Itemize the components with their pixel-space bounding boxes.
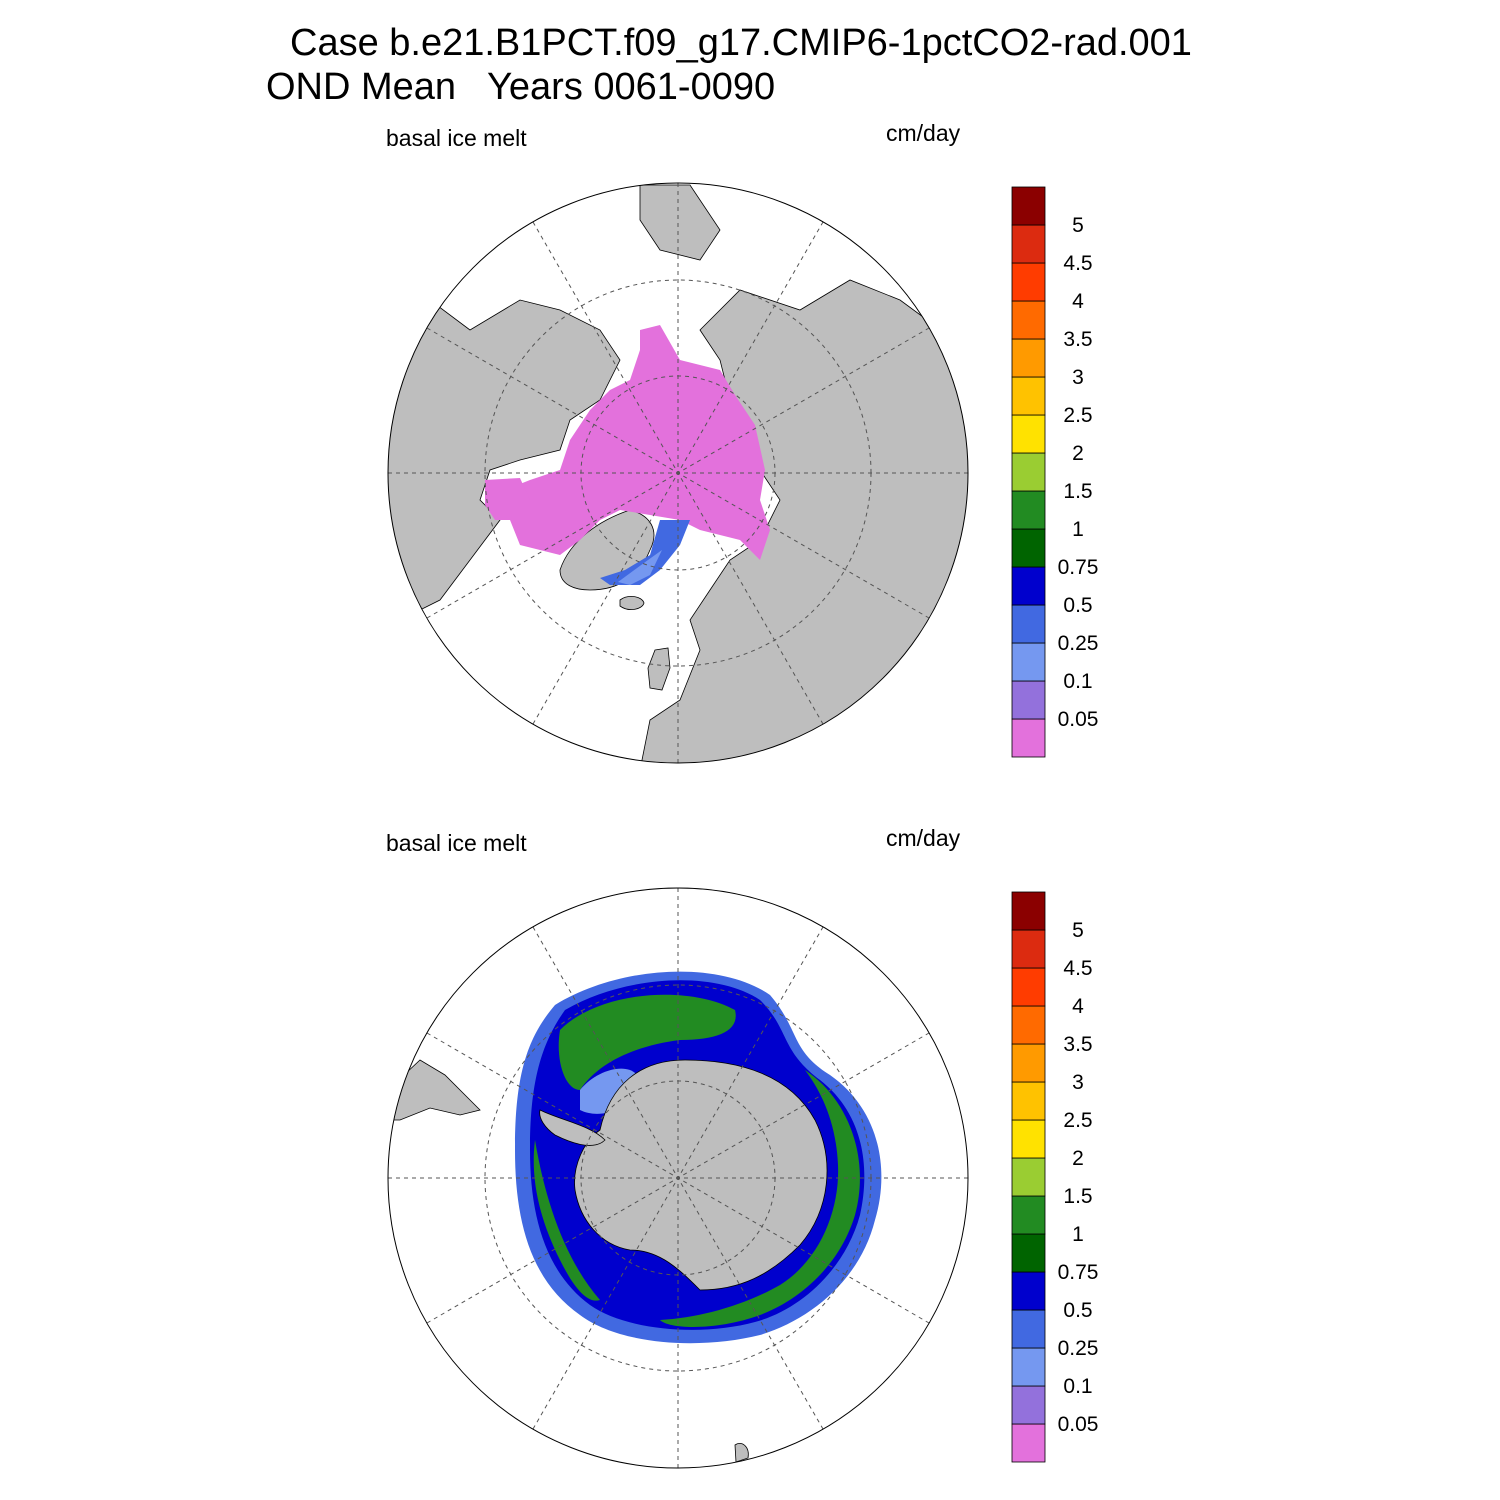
south-colorbar-box bbox=[1011, 1309, 1046, 1349]
south-colorbar-tick-label: 0.75 bbox=[1058, 1261, 1099, 1284]
antarctica-landmass bbox=[574, 1059, 828, 1291]
iceland-landmass bbox=[619, 596, 645, 610]
north-colorbar-box bbox=[1011, 376, 1046, 416]
south-colorbar-box bbox=[1011, 1423, 1046, 1463]
arctic-basin-melt-region bbox=[505, 325, 770, 560]
north-colorbar-tick-label: 2 bbox=[1072, 442, 1084, 465]
north-colorbar-box bbox=[1011, 414, 1046, 454]
south-colorbar-box bbox=[1011, 1271, 1046, 1311]
south-colorbar-tick-label: 3.5 bbox=[1063, 1033, 1092, 1056]
south-colorbar-tick-label: 0.5 bbox=[1063, 1299, 1092, 1322]
south-polar-map bbox=[387, 887, 969, 1469]
south-colorbar-tick-label: 4 bbox=[1072, 995, 1084, 1018]
north-colorbar-tick-label: 0.25 bbox=[1058, 632, 1099, 655]
south-colorbar-tick-label: 0.25 bbox=[1058, 1337, 1099, 1360]
figure-title-line-1: Case b.e21.B1PCT.f09_g17.CMIP6-1pctCO2-r… bbox=[290, 22, 1192, 64]
north-colorbar-box bbox=[1011, 224, 1046, 264]
south-colorbar-tick-label: 4.5 bbox=[1063, 957, 1092, 980]
colorbar-south: 0.05 0.1 0.25 0.5 0.75 1 1.5 2 2.5 3 3.5 4 4.5 5 bbox=[1011, 891, 1099, 1463]
south-colorbar-tick-label: 1.5 bbox=[1063, 1185, 1092, 1208]
south-colorbar-box bbox=[1011, 1233, 1046, 1273]
north-colorbar-tick-label: 3 bbox=[1072, 366, 1084, 389]
africa-tip-landmass bbox=[734, 1442, 749, 1463]
south-colorbar-box bbox=[1011, 1385, 1046, 1425]
north-colorbar-box bbox=[1011, 262, 1046, 302]
east-greenland-melt-streak bbox=[618, 550, 662, 585]
south-graticule bbox=[388, 888, 968, 1468]
south-colorbar-box bbox=[1011, 1119, 1046, 1159]
north-colorbar-tick-label: 0.5 bbox=[1063, 594, 1092, 617]
north-america-landmass bbox=[388, 299, 621, 621]
north-colorbar-box bbox=[1011, 718, 1046, 758]
east-antarctic-green-band bbox=[660, 1070, 860, 1327]
panel-south-left-label: basal ice melt bbox=[386, 830, 527, 856]
weddell-sea-green-melt bbox=[558, 994, 736, 1090]
south-colorbar-tick-label: 0.1 bbox=[1063, 1375, 1092, 1398]
north-colorbar-box bbox=[1011, 452, 1046, 492]
north-colorbar-tick-label: 1.5 bbox=[1063, 480, 1092, 503]
north-colorbar-tick-label: 4.5 bbox=[1063, 252, 1092, 275]
panel-north-left-label: basal ice melt bbox=[386, 125, 527, 151]
south-colorbar-tick-label: 2 bbox=[1072, 1147, 1084, 1170]
north-colorbar-box bbox=[1011, 680, 1046, 720]
south-colorbar-box bbox=[1011, 1347, 1046, 1387]
south-map-border bbox=[387, 887, 969, 1469]
south-colorbar-box bbox=[1011, 1043, 1046, 1083]
south-colorbar-tick-label: 5 bbox=[1072, 919, 1084, 942]
north-colorbar-box bbox=[1011, 186, 1046, 226]
south-colorbar-tick-label: 3 bbox=[1072, 1071, 1084, 1094]
north-colorbar-box bbox=[1011, 300, 1046, 340]
north-colorbar-tick-label: 0.1 bbox=[1063, 670, 1092, 693]
panel-north-units-label: cm/day bbox=[886, 120, 961, 146]
north-graticule bbox=[388, 183, 968, 763]
figure-title-line-2: OND Mean Years 0061-0090 bbox=[266, 66, 776, 108]
south-colorbar-box bbox=[1011, 967, 1046, 1007]
hudson-bay-melt-region bbox=[485, 478, 530, 520]
north-colorbar-box bbox=[1011, 604, 1046, 644]
siberia-extension-landmass bbox=[639, 184, 721, 261]
north-colorbar-tick-label: 0.05 bbox=[1058, 708, 1099, 731]
south-colorbar-tick-label: 2.5 bbox=[1063, 1109, 1092, 1132]
south-colorbar-box bbox=[1011, 1195, 1046, 1235]
colorbar-north: 0.05 0.1 0.25 0.5 0.75 1 1.5 2 2.5 3 3.5 4 4.5 5 bbox=[1011, 186, 1099, 758]
north-colorbar-tick-label: 2.5 bbox=[1063, 404, 1092, 427]
south-colorbar-tick-label: 0.05 bbox=[1058, 1413, 1099, 1436]
fram-strait-melt-region bbox=[600, 520, 690, 585]
north-colorbar-tick-label: 0.75 bbox=[1058, 556, 1099, 579]
north-colorbar-box bbox=[1011, 490, 1046, 530]
north-colorbar-box bbox=[1011, 338, 1046, 378]
north-colorbar-box bbox=[1011, 642, 1046, 682]
british-isles-landmass bbox=[647, 647, 671, 691]
south-colorbar-box bbox=[1011, 891, 1046, 931]
north-colorbar-tick-label: 5 bbox=[1072, 214, 1084, 237]
north-colorbar-tick-label: 4 bbox=[1072, 290, 1084, 313]
south-colorbar-box bbox=[1011, 1157, 1046, 1197]
north-polar-map bbox=[387, 182, 969, 764]
north-colorbar-tick-label: 1 bbox=[1072, 518, 1084, 541]
north-colorbar-box bbox=[1011, 566, 1046, 606]
south-colorbar-tick-label: 1 bbox=[1072, 1223, 1084, 1246]
panel-south-units-label: cm/day bbox=[886, 825, 961, 851]
south-colorbar-box bbox=[1011, 929, 1046, 969]
north-map-border bbox=[387, 182, 969, 764]
north-colorbar-tick-label: 3.5 bbox=[1063, 328, 1092, 351]
ross-sea-green-band bbox=[533, 1140, 600, 1301]
south-colorbar-box bbox=[1011, 1005, 1046, 1045]
south-colorbar-box bbox=[1011, 1081, 1046, 1121]
north-colorbar-box bbox=[1011, 528, 1046, 568]
